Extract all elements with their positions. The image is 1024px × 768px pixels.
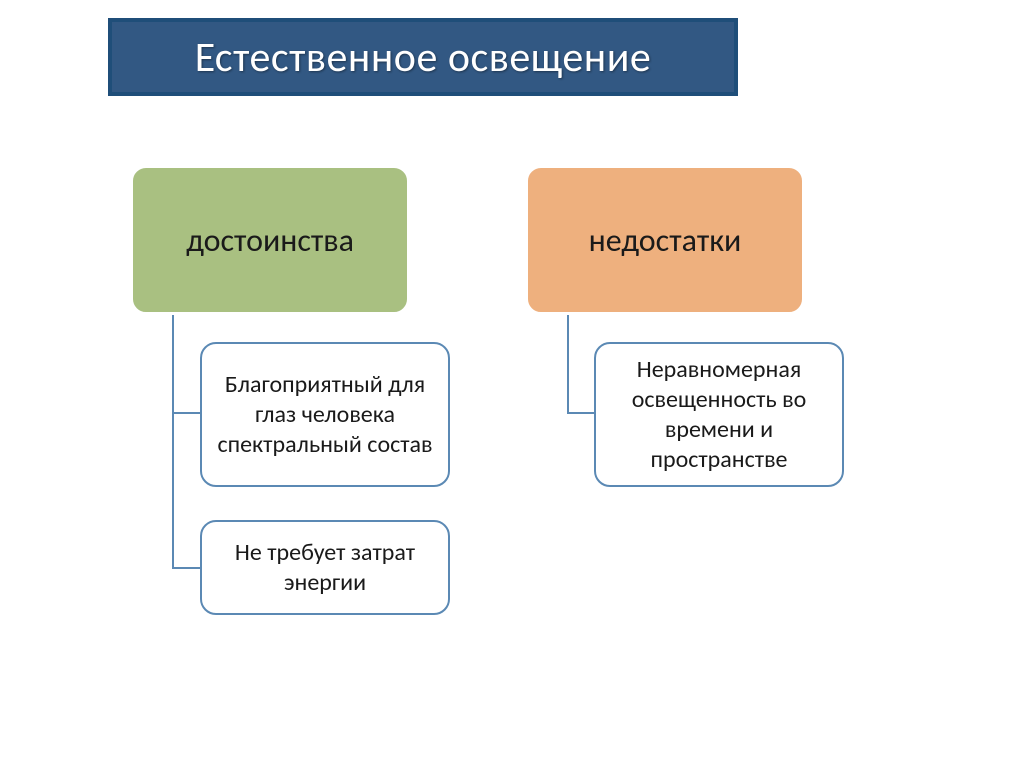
child-text: Неравномерная освещенность во времени и … [608, 355, 830, 475]
title-banner: Естественное освещение [108, 18, 738, 96]
connector-horizontal [172, 412, 200, 414]
category-label: достоинства [186, 221, 354, 260]
child-box: Не требует затрат энергии [200, 520, 450, 615]
category-label: недостатки [589, 221, 742, 260]
connector-vertical [172, 315, 174, 567]
child-text: Не требует затрат энергии [214, 538, 436, 598]
page-title: Естественное освещение [195, 32, 652, 83]
category-box: достоинства [130, 165, 410, 315]
connector-horizontal [567, 412, 594, 414]
category-box: недостатки [525, 165, 805, 315]
child-text: Благоприятный для глаз человека спектрал… [214, 370, 436, 460]
child-box: Неравномерная освещенность во времени и … [594, 342, 844, 487]
connector-vertical [567, 315, 569, 412]
connector-horizontal [172, 567, 200, 569]
child-box: Благоприятный для глаз человека спектрал… [200, 342, 450, 487]
